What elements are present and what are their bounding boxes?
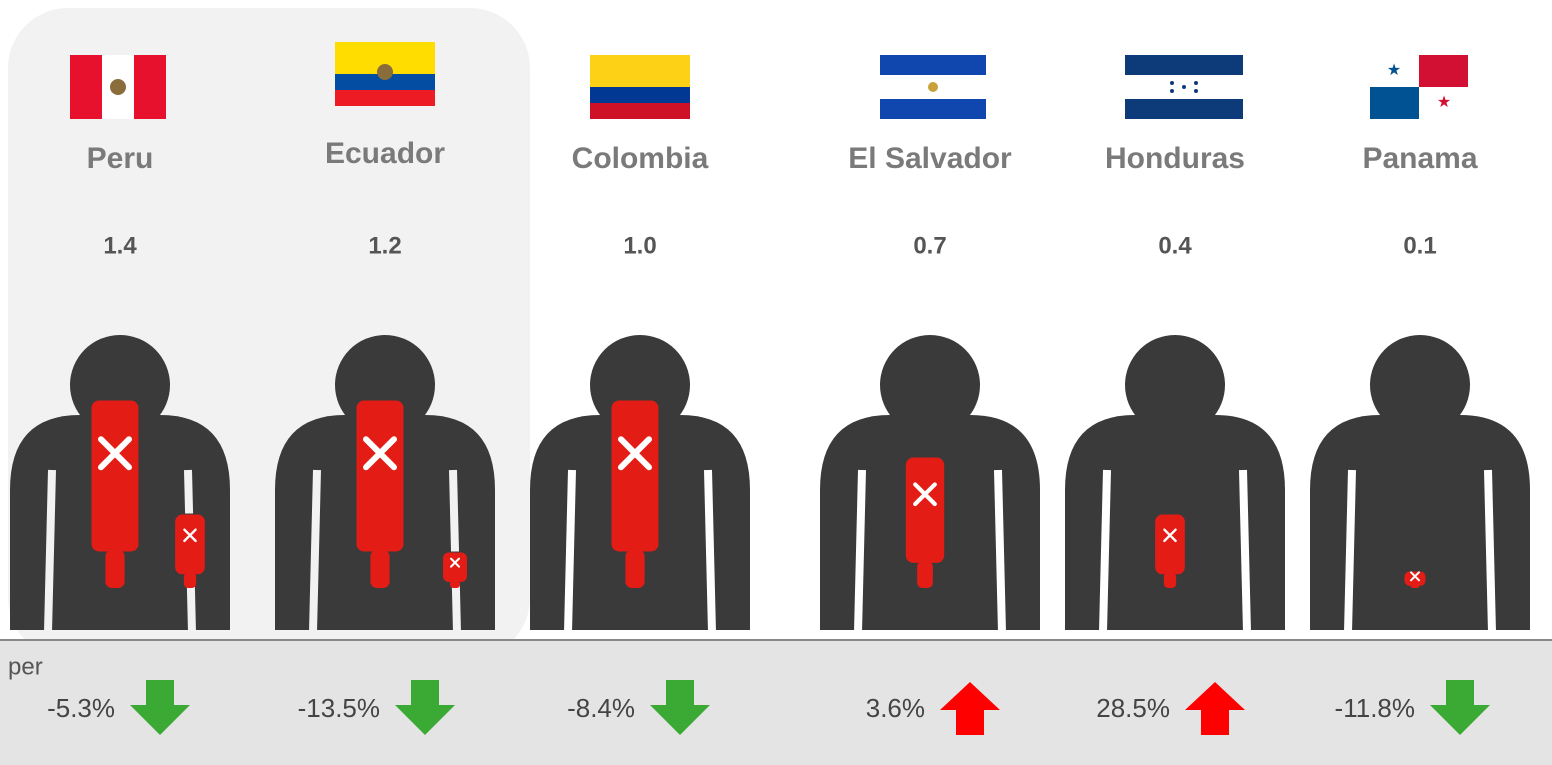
bottle (355, 399, 405, 588)
flag (1125, 55, 1243, 75)
flag-star: ★ (1387, 62, 1401, 79)
flag (880, 55, 986, 75)
flag (880, 99, 986, 119)
change-label: -5.3% (47, 693, 115, 723)
change-arrow (1185, 682, 1245, 735)
change-label: -8.4% (567, 693, 635, 723)
bottle (904, 456, 946, 588)
flag-star: ★ (1437, 94, 1451, 111)
arm-gap (1099, 469, 1111, 633)
flag (590, 103, 690, 119)
value-label: 1.0 (623, 232, 656, 259)
arm-gap (449, 469, 461, 633)
change-arrow (130, 680, 190, 735)
change-arrow (395, 680, 455, 735)
footer-band (0, 640, 1552, 765)
flag-star (1170, 89, 1174, 93)
change-arrow (940, 682, 1000, 735)
arm-gap (1344, 469, 1356, 633)
change-arrow (650, 680, 710, 735)
bottle (1403, 570, 1427, 588)
flag (1370, 87, 1419, 119)
flag-star (1170, 81, 1174, 85)
arm-gap (564, 469, 576, 633)
arm-gap (994, 469, 1006, 633)
person-body (1310, 415, 1530, 630)
value-label: 0.1 (1403, 232, 1436, 259)
change-label: -13.5% (298, 693, 380, 723)
arm-gap (1484, 469, 1496, 633)
country-name: Ecuador (325, 137, 445, 170)
flag (590, 55, 690, 87)
country-name: Colombia (572, 142, 709, 175)
bottle (174, 513, 206, 588)
person-head (1370, 335, 1470, 435)
value-label: 1.4 (103, 232, 137, 259)
flag (134, 55, 166, 119)
arm-gap (1239, 469, 1251, 633)
flag (335, 90, 435, 106)
flag-emblem (110, 79, 126, 95)
bottle (442, 551, 468, 588)
bottle (1154, 513, 1186, 588)
country-name: Honduras (1105, 142, 1245, 175)
arm-gap (309, 469, 321, 633)
flag-star (1194, 89, 1198, 93)
arm-gap (854, 469, 866, 633)
flag-star (1194, 81, 1198, 85)
value-label: 1.2 (368, 232, 401, 259)
bottle (610, 399, 660, 588)
change-label: -11.8% (1335, 693, 1415, 723)
flag-star (1182, 85, 1186, 89)
change-label: 3.6% (866, 693, 925, 723)
bottle (90, 399, 140, 588)
person-head (880, 335, 980, 435)
change-arrow (1430, 680, 1490, 735)
arm-gap (704, 469, 716, 633)
country-name: Panama (1362, 142, 1477, 175)
flag (1419, 55, 1468, 87)
person-head (1125, 335, 1225, 435)
country-name: Peru (87, 142, 154, 175)
flag-emblem (377, 64, 393, 80)
flag-emblem (928, 82, 938, 92)
value-label: 0.4 (1158, 232, 1192, 259)
country-name: El Salvador (848, 142, 1012, 175)
flag (335, 74, 435, 90)
change-label: 28.5% (1096, 693, 1170, 723)
flag (1125, 99, 1243, 119)
flag (70, 55, 102, 119)
flag (590, 87, 690, 103)
arm-gap (44, 469, 56, 633)
value-label: 0.7 (913, 232, 946, 259)
footer-label: per (8, 653, 43, 680)
